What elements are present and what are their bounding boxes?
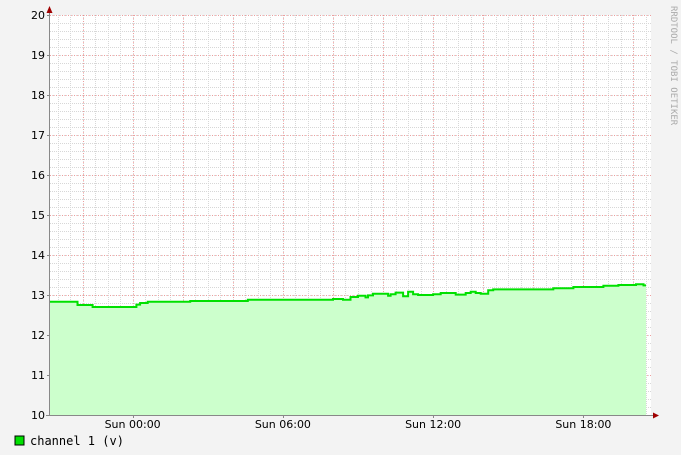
y-tick-labels: 10 11 12 13 14 15 16 17 18 19 20 bbox=[31, 9, 45, 422]
legend-label: channel 1 (v) bbox=[30, 434, 124, 448]
x-tick-label: Sun 00:00 bbox=[105, 418, 161, 431]
y-tick-label: 13 bbox=[31, 289, 45, 302]
x-axis-arrow bbox=[653, 412, 659, 419]
y-tick-label: 11 bbox=[31, 369, 45, 382]
y-tick-label: 12 bbox=[31, 329, 45, 342]
y-tick-label: 20 bbox=[31, 9, 45, 22]
x-tick-label: Sun 18:00 bbox=[555, 418, 611, 431]
y-tick-label: 18 bbox=[31, 89, 45, 102]
y-tick-label: 10 bbox=[31, 409, 45, 422]
x-tick-label: Sun 12:00 bbox=[405, 418, 461, 431]
series-line bbox=[50, 283, 646, 308]
x-tick-labels: Sun 00:00 Sun 06:00 Sun 12:00 Sun 18:00 bbox=[105, 418, 612, 431]
watermark: RRDTOOL / TOBI OETIKER bbox=[668, 6, 678, 126]
legend-swatch bbox=[14, 435, 25, 446]
axes bbox=[46, 6, 659, 419]
y-tick-label: 14 bbox=[31, 249, 45, 262]
y-tick-label: 15 bbox=[31, 209, 45, 222]
x-tick-label: Sun 06:00 bbox=[255, 418, 311, 431]
series-layer bbox=[50, 283, 646, 415]
y-tick-label: 17 bbox=[31, 129, 45, 142]
y-tick-label: 16 bbox=[31, 169, 45, 182]
y-tick-label: 19 bbox=[31, 49, 45, 62]
series-area bbox=[50, 284, 646, 415]
y-axis-arrow bbox=[46, 6, 53, 13]
